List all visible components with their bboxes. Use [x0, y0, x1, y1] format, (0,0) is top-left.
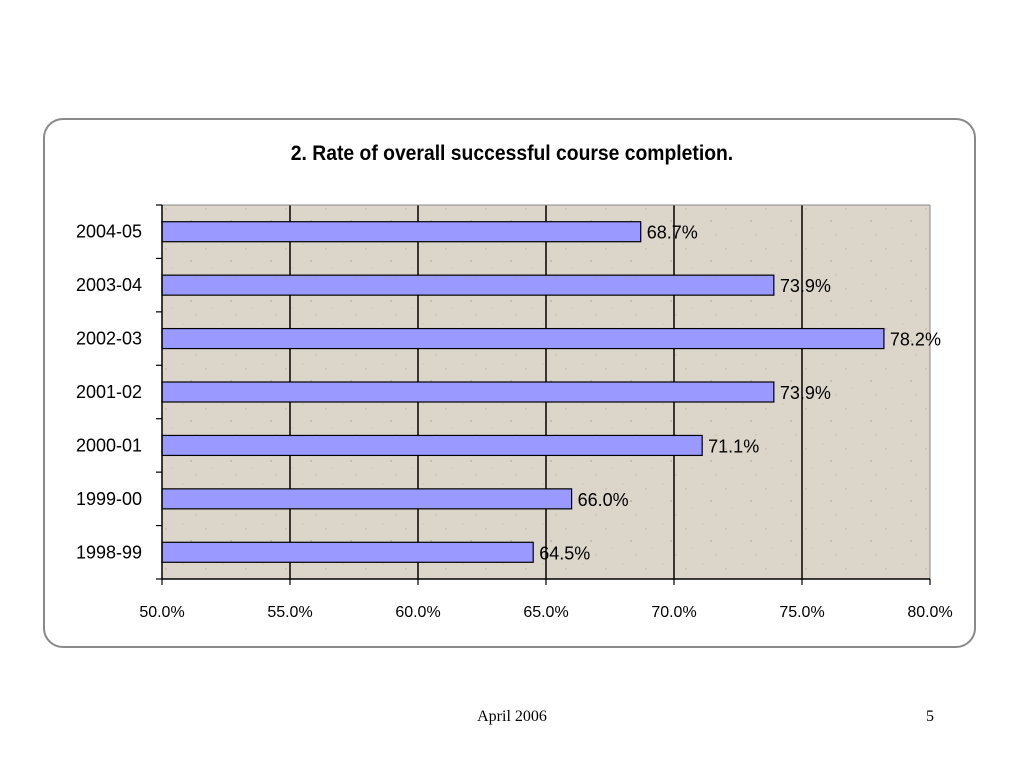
x-tick-label: 65.0%	[523, 604, 568, 621]
data-label: 64.5%	[539, 543, 590, 563]
x-tick-label: 70.0%	[651, 604, 696, 621]
bar	[161, 274, 775, 296]
x-tick-label: 75.0%	[779, 604, 824, 621]
category-label: 1998-99	[76, 542, 142, 562]
x-tick-label: 55.0%	[267, 604, 312, 621]
category-label: 2001-02	[76, 382, 142, 402]
bar	[161, 541, 534, 563]
bar	[161, 221, 642, 243]
data-label: 68.7%	[647, 223, 698, 243]
x-tick-label: 80.0%	[907, 604, 952, 621]
data-label: 78.2%	[890, 330, 941, 350]
category-label: 1999-00	[76, 489, 142, 509]
page-number: 5	[926, 708, 934, 725]
data-label: 73.9%	[780, 276, 831, 296]
data-label: 66.0%	[578, 490, 629, 510]
category-label: 2002-03	[76, 329, 142, 349]
x-tick-label: 50.0%	[139, 604, 184, 621]
data-label: 73.9%	[780, 383, 831, 403]
bar	[161, 488, 573, 510]
bar	[161, 327, 885, 350]
category-label: 2004-05	[76, 222, 142, 242]
chart-title: 2. Rate of overall successful course com…	[290, 142, 734, 165]
data-label: 71.1%	[708, 436, 759, 456]
bar	[161, 434, 703, 457]
category-label: 2000-01	[76, 435, 142, 455]
x-tick-label: 60.0%	[395, 604, 440, 621]
bar	[161, 381, 775, 403]
category-label: 2003-04	[76, 275, 142, 295]
footer-date: April 2006	[477, 708, 547, 725]
